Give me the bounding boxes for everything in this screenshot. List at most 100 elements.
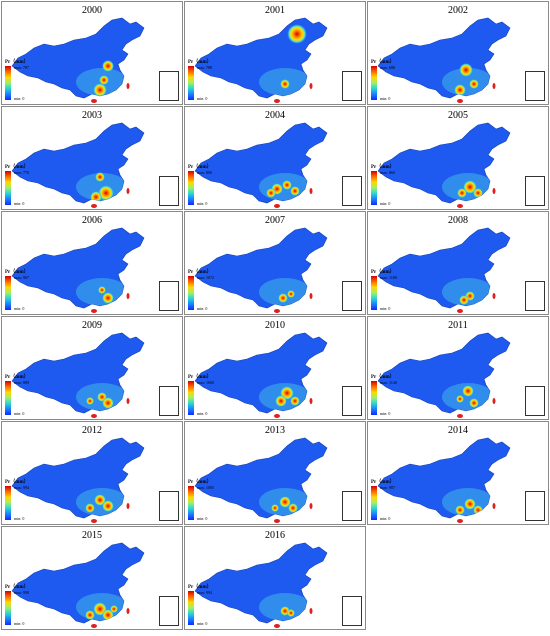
south-china-sea-inset xyxy=(342,596,362,626)
legend-colorbar xyxy=(188,66,194,100)
south-china-sea-inset xyxy=(159,281,179,311)
legend: Pr（mm） max: 967 min: 0 xyxy=(5,268,45,314)
precipitation-map xyxy=(11,437,145,523)
high-precip-hotspot xyxy=(102,500,114,512)
map-panel-2015: 2015 Pr（mm） max: 990 min: 0 xyxy=(1,526,183,630)
south-china-sea-inset xyxy=(159,176,179,206)
high-precip-hotspot xyxy=(287,609,295,617)
legend-title: Pr（mm） xyxy=(188,480,212,485)
taiwan-island xyxy=(126,83,130,89)
legend-title: Pr（mm） xyxy=(188,270,212,275)
panel-year: 2011 xyxy=(448,320,468,331)
legend-max: max: 1140 xyxy=(380,380,397,385)
south-china-sea-inset xyxy=(159,596,179,626)
high-precip-hotspot xyxy=(110,605,118,613)
high-precip-hotspot xyxy=(469,398,479,408)
legend-max: max: 889 xyxy=(14,380,29,385)
hainan-island xyxy=(457,414,463,418)
high-precip-hotspot xyxy=(98,286,106,294)
panel-year: 2010 xyxy=(265,320,285,331)
legend-title: Pr（mm） xyxy=(371,60,395,65)
south-china-sea-inset xyxy=(342,176,362,206)
hainan-island xyxy=(274,309,280,313)
hainan-island xyxy=(91,309,97,313)
high-precip-hotspot xyxy=(290,396,300,406)
legend-min: min: 0 xyxy=(14,411,25,416)
south-china-sea-inset xyxy=(342,491,362,521)
legend: Pr（mm） max: 987 min: 0 xyxy=(371,478,411,524)
legend-max: max: 787 xyxy=(14,65,29,70)
legend-max: max: 994 xyxy=(14,485,29,490)
legend-colorbar xyxy=(371,381,377,415)
map-panel-2007: 2007 Pr（mm） max: 1072 min: 0 xyxy=(184,211,366,315)
precipitation-map xyxy=(377,437,511,523)
high-precip-hotspot xyxy=(93,83,107,97)
precipitation-map xyxy=(377,332,511,418)
legend-colorbar xyxy=(5,591,11,625)
panel-year: 2000 xyxy=(82,5,102,16)
south-china-sea-inset xyxy=(525,491,545,521)
legend-title: Pr（mm） xyxy=(188,585,212,590)
legend-min: min: 0 xyxy=(380,516,391,521)
high-precip-hotspot xyxy=(463,180,477,194)
hainan-island xyxy=(274,519,280,523)
map-panel-2010: 2010 Pr（mm） max: 1060 min: 0 xyxy=(184,316,366,420)
hainan-island xyxy=(457,99,463,103)
hainan-island xyxy=(91,204,97,208)
south-china-sea-inset xyxy=(159,491,179,521)
high-precip-hotspot xyxy=(457,188,467,198)
legend-min: min: 0 xyxy=(14,516,25,521)
legend-min: min: 0 xyxy=(197,411,208,416)
map-panel-2016: 2016 Pr（mm） max: 994 min: 0 xyxy=(184,526,366,630)
high-precip-hotspot xyxy=(102,397,114,409)
legend-max: max: 788 xyxy=(197,65,212,70)
high-precip-hotspot xyxy=(86,397,94,405)
legend-colorbar xyxy=(188,486,194,520)
hainan-island xyxy=(274,624,280,628)
precipitation-map xyxy=(11,542,145,628)
high-precip-hotspot xyxy=(95,172,105,182)
legend-min: min: 0 xyxy=(380,96,391,101)
high-precip-hotspot xyxy=(469,79,479,89)
legend-min: min: 0 xyxy=(197,201,208,206)
high-precip-hotspot xyxy=(85,503,95,513)
legend-title: Pr（mm） xyxy=(371,270,395,275)
legend-max: max: 1072 xyxy=(197,275,214,280)
hainan-island xyxy=(91,624,97,628)
high-precip-hotspot xyxy=(459,63,473,77)
hainan-island xyxy=(274,99,280,103)
panel-year: 2002 xyxy=(448,5,468,16)
hainan-island xyxy=(274,204,280,208)
legend-min: min: 0 xyxy=(380,306,391,311)
high-precip-hotspot xyxy=(455,505,465,515)
map-panel-2009: 2009 Pr（mm） max: 889 min: 0 xyxy=(1,316,183,420)
panel-year: 2013 xyxy=(265,425,285,436)
precipitation-map xyxy=(194,122,328,208)
legend-title: Pr（mm） xyxy=(5,480,29,485)
map-panel-2014: 2014 Pr（mm） max: 987 min: 0 xyxy=(367,421,549,525)
precipitation-map xyxy=(194,437,328,523)
precipitation-map xyxy=(11,227,145,313)
high-precip-hotspot xyxy=(266,188,276,198)
legend: Pr（mm） max: 994 min: 0 xyxy=(5,478,45,524)
legend-min: min: 0 xyxy=(14,621,25,626)
precipitation-map xyxy=(194,17,328,103)
hainan-island xyxy=(91,414,97,418)
legend: Pr（mm） max: 860 min: 0 xyxy=(371,163,411,209)
hainan-island xyxy=(457,309,463,313)
high-precip-hotspot xyxy=(85,610,95,620)
panel-year: 2016 xyxy=(265,530,285,541)
south-china-sea-inset xyxy=(525,176,545,206)
taiwan-island xyxy=(309,188,313,194)
legend: Pr（mm） max: 889 min: 0 xyxy=(5,373,45,419)
legend: Pr（mm） max: 1140 min: 0 xyxy=(371,373,411,419)
precipitation-map xyxy=(377,17,511,103)
precipitation-map xyxy=(11,17,145,103)
precipitation-map xyxy=(377,122,511,208)
hainan-island xyxy=(457,519,463,523)
taiwan-island xyxy=(309,83,313,89)
taiwan-island xyxy=(492,503,496,509)
taiwan-island xyxy=(309,608,313,614)
legend: Pr（mm） max: 994 min: 0 xyxy=(188,583,228,629)
legend: Pr（mm） max: 770 min: 0 xyxy=(5,163,45,209)
